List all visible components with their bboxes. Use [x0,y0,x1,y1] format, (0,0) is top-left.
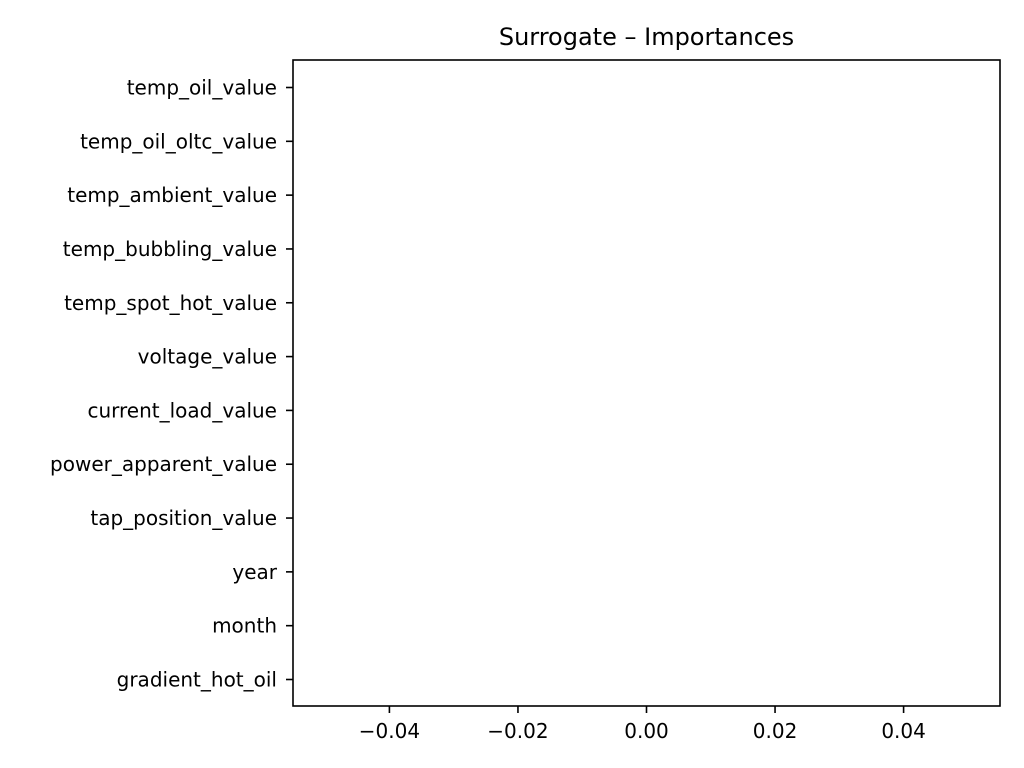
y-tick-label: power_apparent_value [50,452,277,476]
y-tick-label: gradient_hot_oil [117,668,277,692]
y-axis: temp_oil_value temp_oil_oltc_value temp_am… [50,76,293,692]
x-tick-label: −0.04 [359,719,420,743]
y-tick-label: current_load_value [87,398,277,422]
y-tick-label: temp_oil_value [127,76,277,100]
y-tick-label: month [212,614,277,638]
x-tick-label: 0.02 [753,719,798,743]
y-tick-label: temp_oil_oltc_value [80,129,277,153]
chart-title: Surrogate – Importances [499,23,794,51]
x-tick-label: 0.04 [881,719,926,743]
y-tick-label: tap_position_value [90,506,277,530]
x-tick-label: 0.00 [624,719,669,743]
y-tick-label: temp_bubbling_value [63,237,277,261]
y-tick-label: voltage_value [138,345,277,369]
y-tick-label: temp_ambient_value [67,183,277,207]
y-tick-label: temp_spot_hot_value [64,291,277,315]
x-axis: −0.04 −0.02 0.00 0.02 0.04 [359,706,926,743]
y-tick-label: year [232,560,277,584]
plot-frame [292,59,1001,707]
x-tick-label: −0.02 [487,719,548,743]
